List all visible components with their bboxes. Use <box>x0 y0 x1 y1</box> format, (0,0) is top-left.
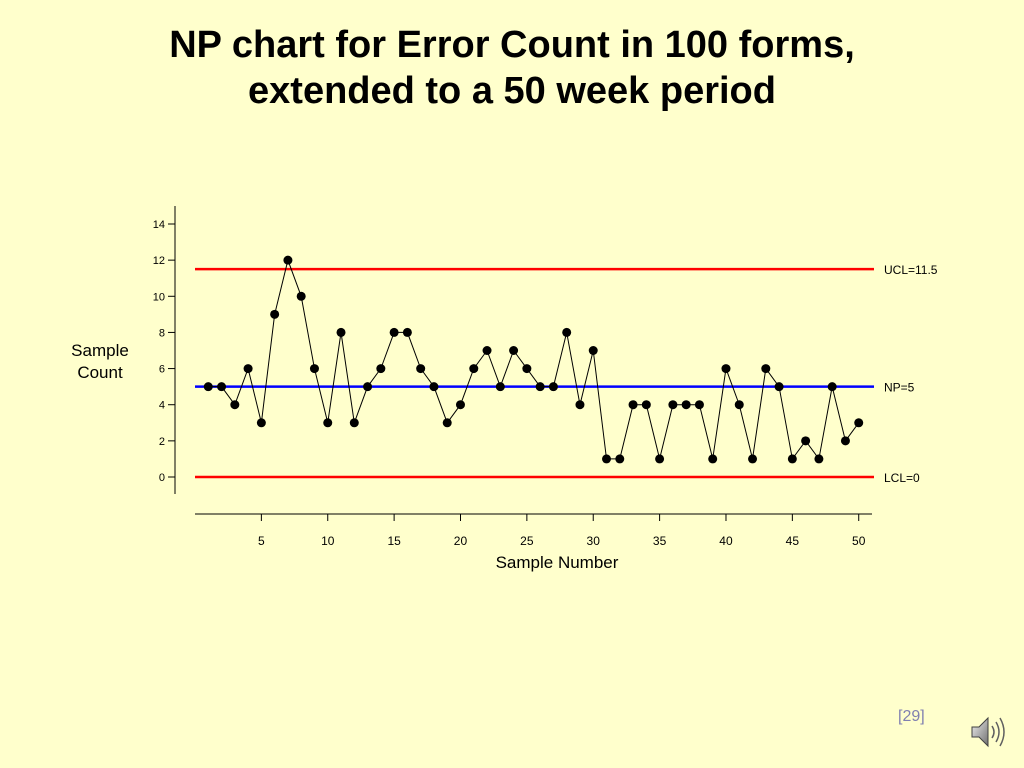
data-point <box>748 454 758 464</box>
data-point <box>681 400 691 410</box>
data-point <box>442 418 452 428</box>
data-point <box>323 418 333 428</box>
x-tick-label: 45 <box>786 534 800 548</box>
data-point <box>721 364 731 374</box>
data-point <box>734 400 744 410</box>
data-point <box>389 327 399 337</box>
data-point <box>495 382 505 392</box>
y-tick-label: 10 <box>153 291 165 303</box>
data-point <box>668 400 678 410</box>
data-point <box>787 454 797 464</box>
x-tick-label: 40 <box>719 534 733 548</box>
data-point <box>243 364 253 374</box>
x-tick-label: 15 <box>387 534 401 548</box>
x-tick-label: 50 <box>852 534 866 548</box>
y-axis-label-line-1: Sample <box>71 341 129 360</box>
data-point <box>217 382 227 392</box>
data-point <box>349 418 359 428</box>
data-point <box>309 364 319 374</box>
x-axis-label: Sample Number <box>495 553 619 572</box>
data-point <box>509 346 519 355</box>
title-line-1: NP chart for Error Count in 100 forms, <box>169 24 855 66</box>
data-point <box>641 400 651 410</box>
data-point <box>562 327 572 337</box>
data-point <box>575 400 585 410</box>
x-tick-label: 25 <box>520 534 534 548</box>
data-point <box>840 436 850 446</box>
x-tick-label: 35 <box>653 534 667 548</box>
data-point <box>854 418 864 428</box>
data-point <box>694 400 704 410</box>
data-point <box>535 382 545 392</box>
data-point <box>203 382 213 392</box>
y-tick-label: 14 <box>153 219 165 231</box>
reference-line-label: UCL=11.5 <box>884 263 938 277</box>
data-point <box>548 382 558 392</box>
data-point <box>588 346 598 355</box>
speaker-icon[interactable] <box>968 712 1008 752</box>
slide-title: NP chart for Error Count in 100 forms, e… <box>0 22 1024 114</box>
data-point <box>708 454 718 464</box>
y-tick-label: 2 <box>159 436 165 448</box>
data-point <box>814 454 824 464</box>
data-point <box>482 346 492 355</box>
y-tick-label: 12 <box>153 255 165 267</box>
data-point <box>469 364 479 374</box>
data-point <box>455 400 465 410</box>
x-tick-label: 5 <box>258 534 265 548</box>
data-point <box>761 364 771 374</box>
data-point <box>296 291 306 301</box>
data-point <box>602 454 612 464</box>
data-point <box>270 309 280 319</box>
y-tick-label: 4 <box>159 400 165 412</box>
data-point <box>801 436 811 446</box>
data-point <box>256 418 266 428</box>
data-point <box>376 364 386 374</box>
title-line-2: extended to a 50 week period <box>248 70 776 112</box>
reference-line-label: LCL=0 <box>884 471 920 485</box>
data-point <box>655 454 665 464</box>
y-axis-label-line-2: Count <box>77 363 123 382</box>
y-tick-label: 8 <box>159 327 165 339</box>
data-point <box>402 327 412 337</box>
reference-line-label: NP=5 <box>884 381 915 395</box>
data-point <box>283 255 293 265</box>
page-number[interactable]: [29] <box>898 708 925 725</box>
data-point <box>774 382 784 392</box>
data-point <box>615 454 625 464</box>
y-tick-label: 0 <box>159 472 165 484</box>
data-line <box>208 258 860 461</box>
data-point <box>522 364 532 374</box>
data-point <box>363 382 373 392</box>
x-tick-label: 10 <box>321 534 335 548</box>
data-point <box>336 327 346 337</box>
data-point <box>827 382 837 392</box>
x-tick-label: 30 <box>587 534 601 548</box>
y-axis-label: Sample Count <box>60 340 140 384</box>
x-tick-label: 20 <box>454 534 468 548</box>
data-point <box>628 400 638 410</box>
y-tick-label: 6 <box>159 364 165 376</box>
data-point <box>230 400 240 410</box>
data-point <box>416 364 426 374</box>
data-point <box>429 382 439 392</box>
